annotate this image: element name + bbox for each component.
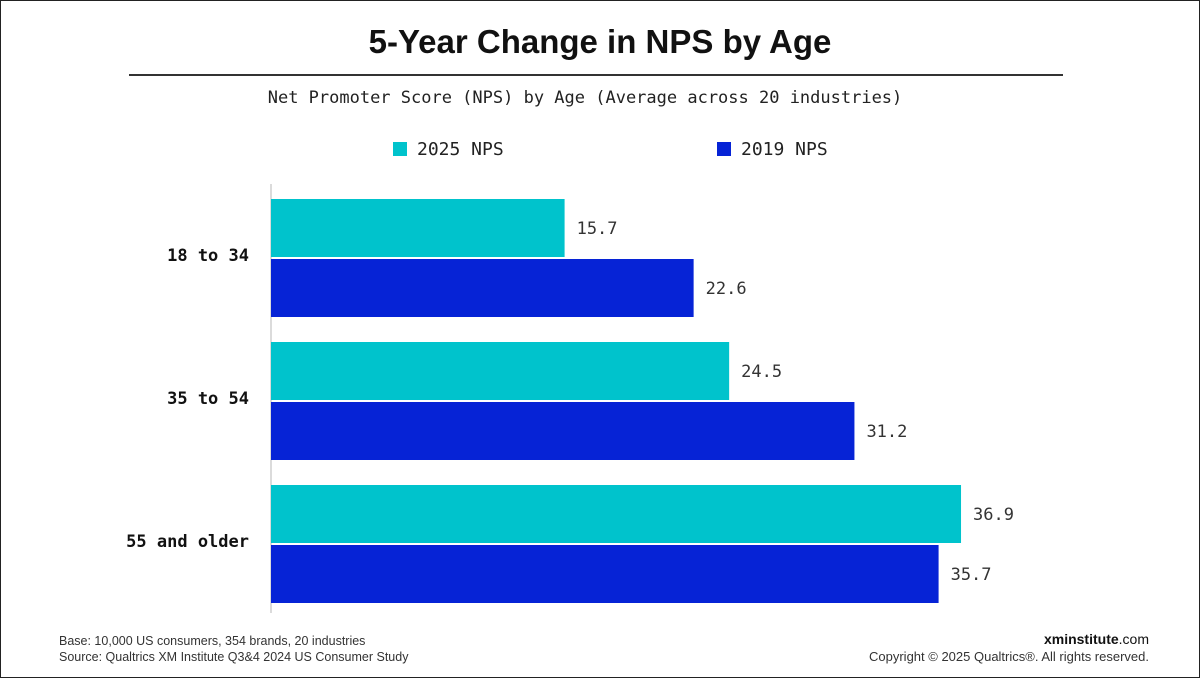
data-label: 15.7 xyxy=(577,219,618,239)
brand-name: xminstitute xyxy=(1043,631,1119,647)
category-label: 18 to 34 xyxy=(167,246,249,266)
bar-2025 xyxy=(271,199,565,257)
category-label: 55 and older xyxy=(126,532,249,552)
bar-2019 xyxy=(271,545,939,603)
copyright-text: Copyright © 2025 Qualtrics®. All rights … xyxy=(869,649,1149,664)
source-note: Source: Qualtrics XM Institute Q3&4 2024… xyxy=(59,650,409,664)
bar-2019 xyxy=(271,259,694,317)
brand-domain: .com xyxy=(1118,631,1149,647)
title-divider xyxy=(129,74,1063,76)
footer-brand: xminstitute.com Copyright © 2025 Qualtri… xyxy=(869,631,1149,665)
data-label: 35.7 xyxy=(951,565,992,585)
bar-2025 xyxy=(271,485,962,543)
data-label: 36.9 xyxy=(973,505,1014,525)
brand-logo-text: xminstitute.com xyxy=(869,631,1149,648)
bar-2019 xyxy=(271,402,855,460)
footer-notes: Base: 10,000 US consumers, 354 brands, 2… xyxy=(59,633,408,665)
legend-swatch-2019 xyxy=(717,142,731,156)
category-label: 35 to 54 xyxy=(167,389,249,409)
legend-label-2019: 2019 NPS xyxy=(741,138,828,160)
chart-title: 5-Year Change in NPS by Age xyxy=(368,23,832,60)
legend-swatch-2025 xyxy=(393,142,407,156)
data-label: 22.6 xyxy=(706,279,747,299)
chart-subtitle: Net Promoter Score (NPS) by Age (Average… xyxy=(267,88,903,108)
legend-label-2025: 2025 NPS xyxy=(417,138,504,160)
data-label: 24.5 xyxy=(741,362,782,382)
bar-2025 xyxy=(271,342,730,400)
base-note: Base: 10,000 US consumers, 354 brands, 2… xyxy=(59,634,366,648)
legend-item-2025: 2025 NPS xyxy=(393,137,504,161)
legend-item-2019: 2019 NPS xyxy=(717,137,828,161)
data-label: 31.2 xyxy=(866,422,907,442)
